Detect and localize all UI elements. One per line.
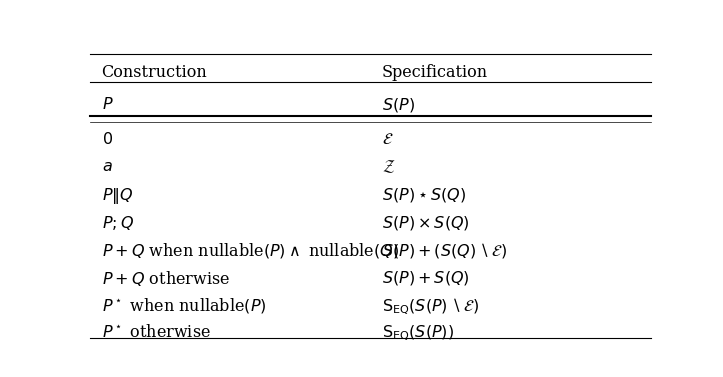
Text: $S(P) + (S(Q) \setminus \mathcal{E})$: $S(P) + (S(Q) \setminus \mathcal{E})$ <box>382 241 508 260</box>
Text: Construction: Construction <box>101 64 208 81</box>
Text: $\mathcal{E}$: $\mathcal{E}$ <box>382 131 393 148</box>
Text: $P$: $P$ <box>101 96 114 113</box>
Text: $S(P) + S(Q)$: $S(P) + S(Q)$ <box>382 269 469 287</box>
Text: $P^\star$ otherwise: $P^\star$ otherwise <box>101 324 210 341</box>
Text: $P \| Q$: $P \| Q$ <box>101 186 133 206</box>
Text: $P;Q$: $P;Q$ <box>101 214 134 231</box>
Text: $P^\star$ when nullable$(P)$: $P^\star$ when nullable$(P)$ <box>101 296 266 315</box>
Text: $S(P) \times S(Q)$: $S(P) \times S(Q)$ <box>382 214 469 231</box>
Text: Specification: Specification <box>382 64 488 81</box>
Text: $S(P) \star S(Q)$: $S(P) \star S(Q)$ <box>382 186 466 204</box>
Text: $0$: $0$ <box>101 131 113 148</box>
Text: $P + Q$ when nullable$(P) \wedge$ nullable$(Q)$: $P + Q$ when nullable$(P) \wedge$ nullab… <box>101 241 398 260</box>
Text: $\mathrm{S}_{\mathrm{EQ}}(S(P))$: $\mathrm{S}_{\mathrm{EQ}}(S(P))$ <box>382 324 454 343</box>
Text: $\mathrm{S}_{\mathrm{EQ}}(S(P) \setminus \mathcal{E})$: $\mathrm{S}_{\mathrm{EQ}}(S(P) \setminus… <box>382 296 479 317</box>
Text: $S(P)$: $S(P)$ <box>382 96 415 114</box>
Text: $P + Q$ otherwise: $P + Q$ otherwise <box>101 269 230 288</box>
Text: $a$: $a$ <box>101 158 112 175</box>
Text: $\mathcal{Z}$: $\mathcal{Z}$ <box>382 158 395 175</box>
